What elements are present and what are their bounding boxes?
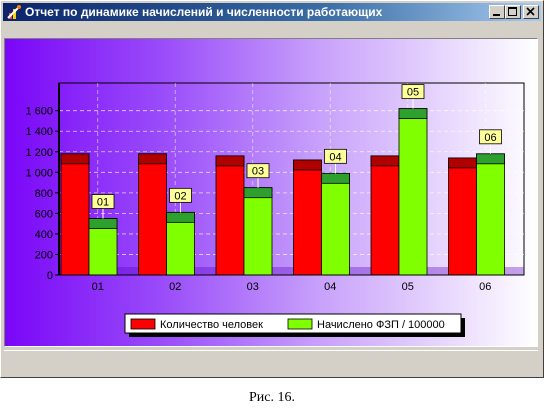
bar-series1-cap — [293, 159, 322, 171]
bar-series2 — [243, 187, 273, 276]
bar-series1 — [138, 153, 167, 276]
bar-series2 — [398, 108, 428, 276]
bar-series2-cap — [321, 172, 350, 184]
close-button[interactable] — [523, 5, 539, 19]
bar-series1 — [215, 155, 245, 276]
bar-series2 — [476, 153, 505, 276]
x-tick-label: 02 — [169, 281, 181, 293]
callout-label: 03 — [252, 166, 264, 178]
bar-series2-cap — [476, 153, 505, 165]
legend-label-series1: Количество человек — [160, 319, 263, 331]
bar-series1-cap — [215, 155, 245, 167]
bar-series1 — [448, 157, 477, 276]
chart-legend: Количество человек Начислено ФЗП / 10000… — [124, 313, 465, 337]
bar-series1-cap — [60, 153, 90, 165]
callout-box — [169, 187, 192, 203]
callout-label: 05 — [407, 87, 419, 99]
y-tick-label: 1 400 — [25, 126, 53, 138]
minimize-button[interactable] — [489, 5, 505, 19]
callout-box — [401, 84, 425, 100]
legend-label-series2: Начислено ФЗП / 100000 — [317, 319, 445, 331]
x-tick-label: 05 — [402, 281, 414, 293]
y-tick-label: 1 200 — [25, 147, 53, 159]
window-title: Отчет по динамике начислений и численнос… — [25, 5, 383, 19]
y-tick-label: 600 — [35, 208, 53, 220]
minimize-icon — [493, 14, 500, 16]
chart-panel: 0 200 400 600 800 1 000 1 200 1 400 1 600 01 02 03… — [4, 38, 538, 347]
bar-series1 — [293, 159, 322, 276]
legend-swatch-series1 — [130, 318, 156, 330]
callout-label: 06 — [484, 132, 496, 144]
callout-box — [324, 148, 347, 164]
app-icon — [7, 5, 21, 19]
plot-floor — [59, 267, 524, 275]
title-bar[interactable]: Отчет по динамике начислений и численнос… — [3, 3, 541, 21]
maximize-icon — [508, 7, 517, 16]
y-tick-label: 800 — [35, 188, 53, 200]
status-bar — [4, 350, 538, 372]
y-tick-label: 400 — [35, 229, 53, 241]
callout-box — [479, 129, 502, 145]
y-tick-label: 200 — [35, 249, 53, 261]
callout-label: 04 — [329, 151, 341, 163]
bar-series2 — [166, 211, 195, 276]
bar-series2 — [321, 172, 350, 276]
bar-series2-cap — [398, 108, 428, 120]
x-tick-label: 04 — [324, 281, 336, 293]
callout-box — [246, 163, 270, 179]
callout-box — [91, 194, 115, 209]
bar-chart: 0 200 400 600 800 1 000 1 200 1 400 1 600 01 02 03… — [25, 82, 525, 337]
x-tick-label: 03 — [247, 281, 259, 293]
toolbar-area — [3, 23, 541, 37]
maximize-button[interactable] — [505, 5, 521, 19]
x-tick-label: 06 — [479, 281, 491, 293]
bar-series1-cap — [448, 157, 477, 169]
figure-caption: Рис. 16. — [249, 390, 295, 405]
callout-label: 02 — [174, 190, 186, 202]
bar-series1 — [60, 153, 90, 276]
y-tick-label: 1 600 — [25, 106, 53, 118]
legend-swatch-series2 — [287, 318, 313, 330]
callout-label: 01 — [97, 197, 109, 209]
bar-series1-cap — [370, 155, 400, 167]
x-tick-label: 01 — [92, 281, 104, 293]
bar-series2-cap — [243, 187, 273, 199]
bar-series1-cap — [138, 153, 167, 165]
close-icon — [526, 7, 535, 16]
bar-series2-cap — [166, 211, 195, 223]
bar-series1 — [370, 155, 400, 276]
y-tick-label: 0 — [47, 270, 53, 282]
bar-series2-cap — [88, 218, 118, 229]
y-tick-label: 1 000 — [25, 167, 53, 179]
